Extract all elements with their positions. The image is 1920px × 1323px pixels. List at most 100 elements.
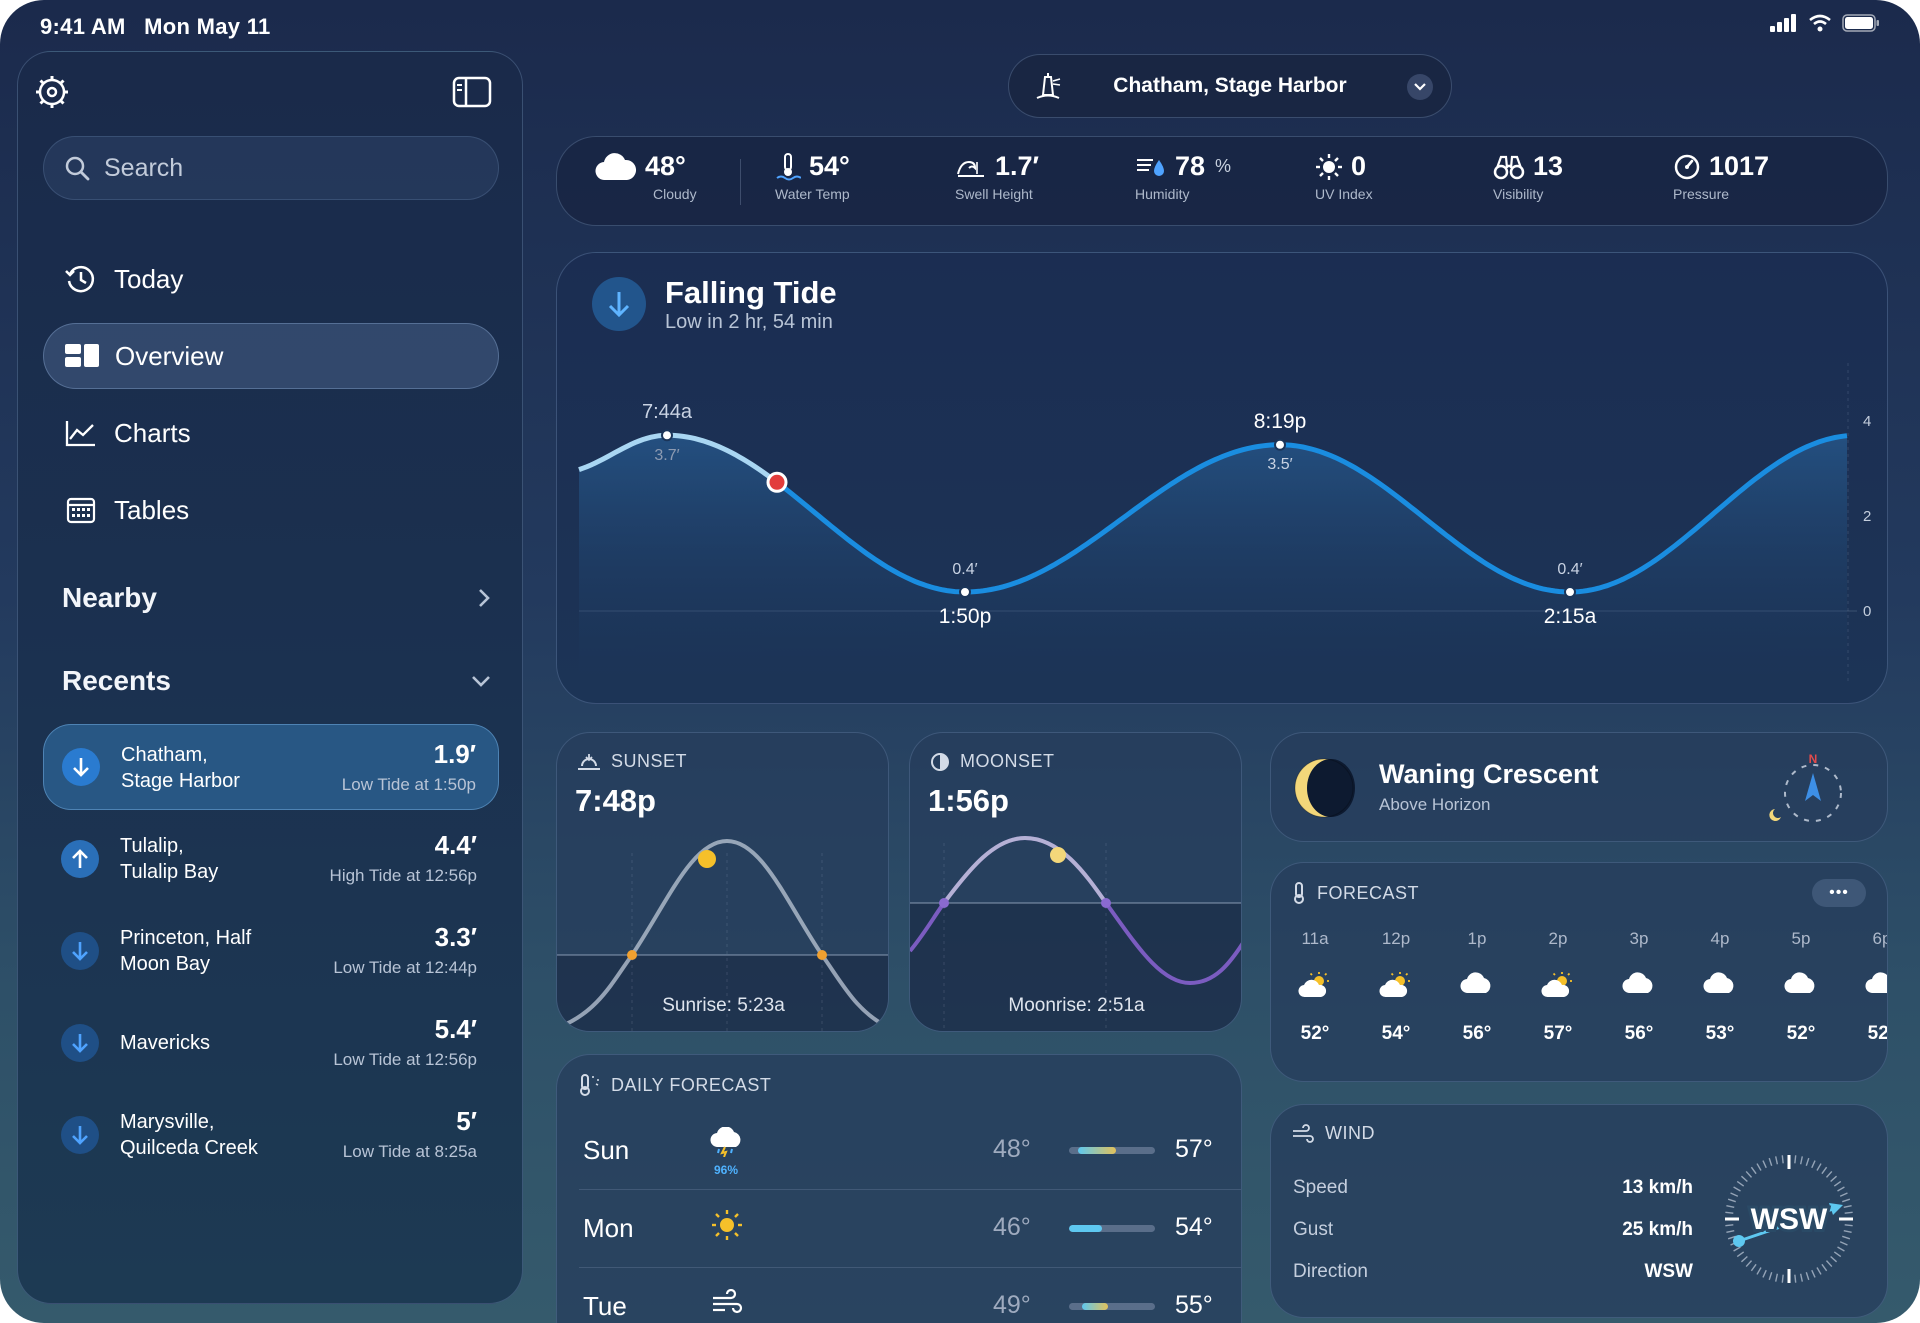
- wind-card[interactable]: WIND Speed 13 km/h Gust 25 km/h Direction W…: [1270, 1104, 1888, 1318]
- tide-event-marker: [959, 586, 971, 598]
- compass-tick: [1736, 1251, 1745, 1258]
- thunder-rain-icon: [707, 1126, 747, 1162]
- compass-tick: [1781, 1155, 1784, 1164]
- status-time: 9:41 AM: [40, 14, 126, 39]
- compass-tick: [1750, 1263, 1757, 1272]
- nearby-section-header[interactable]: Nearby: [62, 578, 492, 618]
- hour-temp: 53°: [1705, 1023, 1735, 1044]
- recent-item[interactable]: Mavericks 5.4′ Low Tide at 12:56p: [43, 1000, 499, 1086]
- moonset-marker: [1101, 898, 1111, 908]
- more-options-button[interactable]: •••: [1812, 879, 1866, 907]
- hourly-forecast-card[interactable]: FORECAST ••• 11a 52° 12p 54° 1p 56° 2p 57° 3p 56°…: [1270, 862, 1888, 1082]
- moon-phase-card[interactable]: Waning Crescent Above Horizon N: [1270, 732, 1888, 842]
- compass-tick: [1745, 1170, 1753, 1178]
- sidebar-toggle-icon: [452, 76, 492, 108]
- location-picker[interactable]: Chatham, Stage Harbor: [1008, 54, 1452, 118]
- nav-item-tables[interactable]: Tables: [43, 477, 499, 543]
- recent-item[interactable]: Marysville, Quilceda Creek 5′ Low Tide at…: [43, 1092, 499, 1178]
- condition-humidity: 78% Humidity: [1135, 151, 1232, 202]
- y-tick: 4: [1863, 413, 1871, 430]
- high-temp: 55°: [1175, 1291, 1213, 1319]
- recent-value: 1.9′: [433, 739, 476, 769]
- hour-label: 1p: [1467, 929, 1487, 948]
- nav-item-charts[interactable]: Charts: [43, 400, 499, 466]
- current-tide-marker: [766, 471, 788, 493]
- arrow-down-icon: [61, 932, 99, 970]
- tide-card[interactable]: 4 2 0 7:44a 3.7′ 0.4′ 1:50p 8:19p 3.5′ 0…: [556, 252, 1888, 704]
- recent-item[interactable]: Princeton, Half Moon Bay 3.3′ Low Tide at…: [43, 908, 499, 994]
- sun-icon: [707, 1209, 747, 1246]
- toggle-sidebar-button[interactable]: [450, 70, 494, 114]
- moon-path-above: [942, 835, 1108, 905]
- arrow-up-icon: [61, 840, 99, 878]
- condition-uv-index: 0 UV Index: [1315, 151, 1373, 202]
- compass-tick: [1781, 1274, 1784, 1283]
- compass-tick: [1756, 1267, 1762, 1275]
- daily-row[interactable]: Tue 49° 55°: [557, 1267, 1241, 1323]
- search-field[interactable]: [43, 136, 499, 200]
- moonset-header: MOONSET: [930, 751, 1055, 772]
- daily-forecast-card[interactable]: DAILY FORECAST Sun 96% 48° 57° Mon 46° 5…: [556, 1054, 1242, 1323]
- condition-swell-height: 1.7′ Swell Height: [955, 151, 1040, 202]
- compass-tick: [1726, 1229, 1735, 1233]
- recent-item[interactable]: Chatham, Stage Harbor 1.9′ Low Tide at 1:…: [43, 724, 499, 810]
- partly-sunny-icon: [1528, 971, 1588, 1001]
- cloud-icon: [1609, 971, 1669, 995]
- status-time-date: 9:41 AM Mon May 11: [40, 14, 271, 40]
- daily-row[interactable]: Mon 46° 54°: [557, 1189, 1241, 1267]
- cellular-signal-icon: [1770, 14, 1796, 32]
- daily-row[interactable]: Sun 96% 48° 57°: [557, 1111, 1241, 1189]
- compass-tick: [1799, 1156, 1803, 1165]
- nav-label: Today: [114, 263, 184, 294]
- moon-path-chart: [910, 835, 1241, 1031]
- compass-tick: [1830, 1175, 1838, 1183]
- moonrise-marker: [939, 898, 949, 908]
- recents-section-header[interactable]: Recents: [62, 661, 492, 701]
- temp-range-bar: [1069, 1147, 1155, 1154]
- thermometer-sun-icon: [580, 1074, 599, 1096]
- day-name: Sun: [583, 1135, 630, 1165]
- compass-tick: [1799, 1273, 1803, 1282]
- wind-direction-label: WSW: [1751, 1203, 1828, 1236]
- forecast-header: FORECAST: [1291, 881, 1419, 905]
- compass-tick: [1768, 1272, 1773, 1281]
- nav-item-today[interactable]: Today: [43, 246, 499, 312]
- compass-tick: [1733, 1186, 1741, 1192]
- moonrise-text: Moonrise: 2:51a: [1008, 995, 1145, 1016]
- tide-event-height: 3.7′: [654, 447, 679, 464]
- hour-temp: 57°: [1543, 1023, 1573, 1044]
- hourly-list: 11a 52° 12p 54° 1p 56° 2p 57° 3p 56° 4p 53° 5p 52° 6p 5…: [1271, 863, 1887, 1081]
- sunset-card[interactable]: SUNSET 7:48p Sunrise: 5:23a: [556, 732, 889, 1032]
- compass-tick: [1726, 1205, 1735, 1209]
- below-horizon-area: [910, 903, 1241, 1031]
- recent-item[interactable]: Tulalip, Tulalip Bay 4.4′ High Tide at 12…: [43, 816, 499, 902]
- tide-event-time: 7:44a: [642, 401, 693, 423]
- chevron-down-icon: [1407, 74, 1433, 100]
- settings-button[interactable]: [30, 70, 74, 114]
- compass-tick: [1837, 1246, 1845, 1252]
- sun-path-chart: [557, 838, 888, 1031]
- moonset-card[interactable]: MOONSET 1:56p Moonrise: 2:51a: [909, 732, 1242, 1032]
- sunset-icon: [578, 753, 600, 770]
- condition-cloudy: 48° Cloudy: [595, 151, 697, 215]
- wind-speed-row: Speed 13 km/h: [1293, 1177, 1693, 1198]
- hour-label: 2p: [1548, 929, 1568, 948]
- compass-tick: [1842, 1235, 1851, 1240]
- nav-item-overview[interactable]: Overview: [43, 323, 499, 389]
- compass-north: N: [1809, 752, 1818, 766]
- compass-tick: [1811, 1269, 1816, 1278]
- sunrise-text: Sunrise: 5:23a: [662, 995, 785, 1016]
- wind-direction-arrow: [1738, 1205, 1840, 1243]
- waning-crescent-icon: [1294, 758, 1355, 818]
- nav-label: Tables: [114, 494, 190, 525]
- tide-event-time: 8:19p: [1254, 410, 1307, 433]
- cloud-icon: [1690, 971, 1750, 995]
- condition-water-temp: 54° Water Temp: [775, 151, 850, 202]
- recent-name: Marysville, Quilceda Creek: [120, 1111, 258, 1159]
- search-input[interactable]: [104, 153, 464, 183]
- compass-tick: [1727, 1235, 1736, 1240]
- recent-value: 5.4′: [434, 1014, 477, 1044]
- recents-label: Recents: [62, 665, 171, 696]
- temp-range-fill: [1081, 1303, 1108, 1310]
